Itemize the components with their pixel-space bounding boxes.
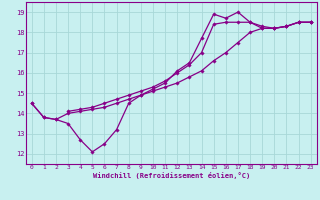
X-axis label: Windchill (Refroidissement éolien,°C): Windchill (Refroidissement éolien,°C) [92,172,250,179]
